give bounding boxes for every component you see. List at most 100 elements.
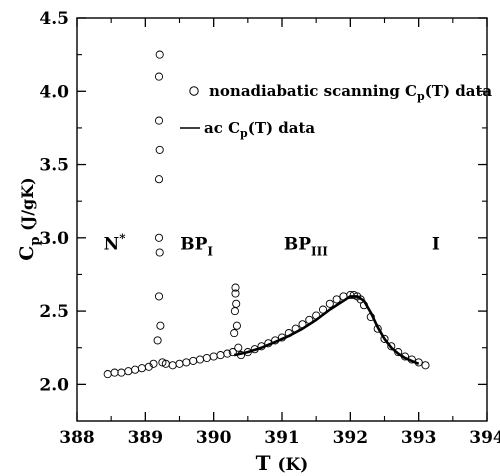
scan-data-point bbox=[232, 321, 241, 330]
phase-label: BPIII bbox=[284, 235, 328, 259]
scan-data-point bbox=[209, 352, 218, 361]
scanning-points-series bbox=[103, 50, 430, 379]
scan-data-point bbox=[312, 311, 321, 320]
x-tick-label: 391 bbox=[264, 428, 300, 448]
scan-data-point bbox=[175, 359, 184, 368]
scan-data-point bbox=[223, 349, 232, 358]
scan-data-point bbox=[230, 329, 239, 338]
y-tick-label: 3.0 bbox=[39, 229, 69, 249]
scan-data-point bbox=[216, 351, 225, 360]
scan-data-point bbox=[232, 299, 241, 308]
phase-label: BPI bbox=[180, 235, 213, 259]
y-tick-label: 2.0 bbox=[39, 375, 69, 395]
x-axis-title-unit: (K) bbox=[277, 455, 308, 475]
x-tick-label: 388 bbox=[59, 428, 95, 448]
x-axis-ticks: 388 389 390 391 392 393 394 bbox=[59, 18, 500, 448]
x-tick-label: 392 bbox=[333, 428, 369, 448]
scan-data-point bbox=[359, 301, 369, 310]
scan-data-point bbox=[155, 50, 164, 59]
scan-data-point bbox=[234, 343, 243, 352]
scan-data-point bbox=[168, 361, 177, 370]
y-tick-label: 3.5 bbox=[39, 156, 69, 176]
x-axis-title: T (K) bbox=[256, 451, 309, 475]
scan-data-point bbox=[325, 299, 334, 308]
scan-data-point bbox=[154, 292, 164, 301]
scan-data-point bbox=[298, 320, 307, 329]
scan-data-point bbox=[230, 307, 239, 316]
y-tick-label: 4.5 bbox=[39, 9, 69, 29]
y-tick-label: 4.0 bbox=[39, 82, 69, 102]
scan-data-point bbox=[103, 370, 112, 379]
scan-data-point bbox=[284, 329, 293, 338]
scan-data-point bbox=[131, 365, 140, 374]
scan-data-point bbox=[154, 72, 164, 81]
scan-data-point bbox=[257, 342, 266, 351]
legend-entry-scanning-tail: (T) data bbox=[425, 82, 493, 100]
legend-entry-ac-sub: p bbox=[240, 127, 248, 140]
scan-data-point bbox=[380, 334, 389, 343]
scan-data-point bbox=[394, 348, 403, 357]
scan-data-point bbox=[189, 356, 198, 365]
scan-data-point bbox=[305, 315, 314, 324]
phase-label: N* bbox=[104, 232, 127, 255]
scan-data-point bbox=[182, 358, 191, 367]
scan-data-point bbox=[202, 353, 211, 363]
scan-data-point bbox=[250, 345, 259, 354]
scan-data-point bbox=[414, 358, 423, 367]
scan-data-point bbox=[339, 292, 348, 301]
legend-open-circle-marker bbox=[189, 86, 199, 96]
x-axis-title-symbol: T bbox=[256, 451, 278, 475]
scan-data-point bbox=[154, 233, 164, 242]
scan-data-point bbox=[156, 321, 165, 330]
legend-entry-ac-main: ac C bbox=[204, 119, 240, 137]
legend-entry-ac-tail: (T) data bbox=[248, 119, 316, 137]
ac-line-series bbox=[233, 295, 420, 365]
scan-data-point bbox=[144, 362, 153, 371]
scan-data-point bbox=[277, 333, 287, 342]
y-axis-ticks: 2.0 2.5 3.0 3.5 4.0 4.5 bbox=[39, 9, 487, 395]
x-tick-label: 394 bbox=[469, 428, 500, 448]
scan-data-point bbox=[149, 359, 158, 368]
y-axis-title-symbol: C bbox=[16, 246, 38, 261]
scan-data-point bbox=[228, 348, 237, 357]
phase-label: I bbox=[432, 235, 440, 255]
y-tick-label: 2.5 bbox=[39, 302, 69, 322]
scan-data-point bbox=[400, 352, 410, 361]
scan-data-point bbox=[231, 283, 240, 292]
scan-data-point bbox=[373, 324, 382, 333]
y-axis-title: Cp (J/gK) bbox=[16, 177, 43, 260]
scan-data-point bbox=[264, 339, 273, 348]
scan-data-point bbox=[291, 324, 300, 333]
scan-data-point bbox=[231, 289, 240, 298]
scan-data-point bbox=[117, 368, 126, 377]
scan-data-point bbox=[421, 361, 430, 370]
legend-entry-ac: ac Cp(T) data bbox=[204, 119, 315, 140]
x-tick-label: 389 bbox=[128, 428, 164, 448]
y-axis-title-unit: (J/gK) bbox=[18, 177, 37, 236]
scan-data-point bbox=[236, 351, 246, 360]
scan-data-point bbox=[110, 368, 119, 377]
scan-data-point bbox=[124, 367, 133, 376]
scan-data-point bbox=[153, 336, 162, 345]
y-axis-title-subscript: p bbox=[28, 237, 43, 246]
phase-labels: N* BPI BPIII I bbox=[104, 232, 440, 259]
x-tick-label: 390 bbox=[196, 428, 232, 448]
plot-frame bbox=[76, 17, 488, 422]
scan-data-point bbox=[137, 364, 146, 373]
scan-data-point bbox=[155, 248, 164, 257]
scan-data-point bbox=[195, 355, 205, 364]
legend-entry-scanning-sub: p bbox=[417, 90, 425, 103]
legend: nonadiabatic scanning Cp(T) data ac Cp(T… bbox=[180, 82, 492, 140]
legend-entry-scanning: nonadiabatic scanning Cp(T) data bbox=[209, 82, 492, 103]
scan-data-point bbox=[243, 348, 252, 357]
legend-entry-scanning-main: nonadiabatic scanning C bbox=[209, 82, 417, 100]
x-tick-label: 393 bbox=[401, 428, 437, 448]
scan-data-point bbox=[155, 145, 164, 154]
scan-data-point bbox=[407, 355, 416, 364]
scan-data-point bbox=[332, 295, 341, 304]
scan-data-point bbox=[318, 305, 328, 314]
scan-data-point bbox=[387, 342, 396, 351]
ac-series-line bbox=[233, 295, 420, 365]
scan-data-point bbox=[366, 312, 375, 322]
